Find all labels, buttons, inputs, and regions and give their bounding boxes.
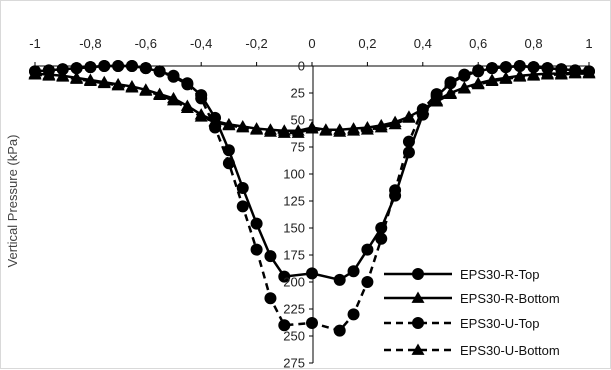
data-point	[361, 244, 373, 256]
data-point	[445, 76, 457, 88]
data-point	[223, 157, 235, 169]
legend-marker	[412, 317, 424, 329]
legend-label: EPS30-R-Top	[460, 267, 539, 282]
x-tick-label: -0,6	[135, 36, 157, 51]
x-tick-label: -0,2	[245, 36, 267, 51]
series-0	[29, 60, 595, 286]
data-point	[306, 267, 318, 279]
y-tick-label: 125	[283, 194, 305, 209]
data-point	[251, 218, 263, 230]
data-point	[181, 78, 193, 90]
y-tick-label: 250	[283, 329, 305, 344]
data-point	[389, 184, 401, 196]
x-tick-label: -0,4	[190, 36, 212, 51]
data-point	[195, 92, 207, 104]
legend-label: EPS30-U-Top	[460, 316, 539, 331]
y-tick-label: 225	[283, 302, 305, 317]
x-tick-label: 0,4	[414, 36, 432, 51]
x-tick-label: 1	[585, 36, 592, 51]
data-point	[458, 82, 471, 93]
data-point	[71, 62, 83, 74]
legend-label: EPS30-R-Bottom	[460, 291, 560, 306]
data-point	[334, 325, 346, 337]
data-point	[500, 61, 512, 73]
y-tick-label: 0	[298, 59, 305, 74]
data-point	[264, 292, 276, 304]
data-point	[458, 69, 470, 81]
x-tick-label: 0,8	[525, 36, 543, 51]
y-tick-label: 50	[291, 113, 305, 128]
y-tick-label: 175	[283, 248, 305, 263]
data-point	[348, 265, 360, 277]
x-tick-label: -0,8	[79, 36, 101, 51]
data-point	[264, 250, 276, 262]
data-point	[348, 308, 360, 320]
data-point	[237, 200, 249, 212]
data-point	[333, 125, 346, 136]
y-tick-label: 200	[283, 275, 305, 290]
y-tick-label: 25	[291, 86, 305, 101]
x-tick-label: -1	[29, 36, 41, 51]
data-point	[486, 62, 498, 74]
legend: EPS30-R-Top EPS30-R-Bottom EPS30-U-Top EPS3…	[380, 263, 602, 361]
y-tick-label: 100	[283, 167, 305, 182]
series-3	[29, 67, 596, 138]
legend-marker	[412, 268, 424, 280]
data-point	[334, 274, 346, 286]
series-line	[35, 66, 589, 280]
y-tick-label: 275	[283, 356, 305, 370]
data-point	[403, 136, 415, 148]
data-point	[375, 233, 387, 245]
y-tick-label: 150	[283, 221, 305, 236]
data-point	[154, 65, 166, 77]
data-point	[251, 244, 263, 256]
data-point	[168, 71, 180, 83]
x-tick-label: 0	[308, 36, 315, 51]
data-point	[361, 276, 373, 288]
x-tick-label: 0,6	[469, 36, 487, 51]
data-point	[306, 317, 318, 329]
x-tick-label: 0,2	[358, 36, 376, 51]
y-axis-title: Vertical Pressure (kPa)	[5, 135, 20, 268]
legend-label: EPS30-U-Bottom	[460, 343, 560, 358]
y-tick-label: 75	[291, 140, 305, 155]
